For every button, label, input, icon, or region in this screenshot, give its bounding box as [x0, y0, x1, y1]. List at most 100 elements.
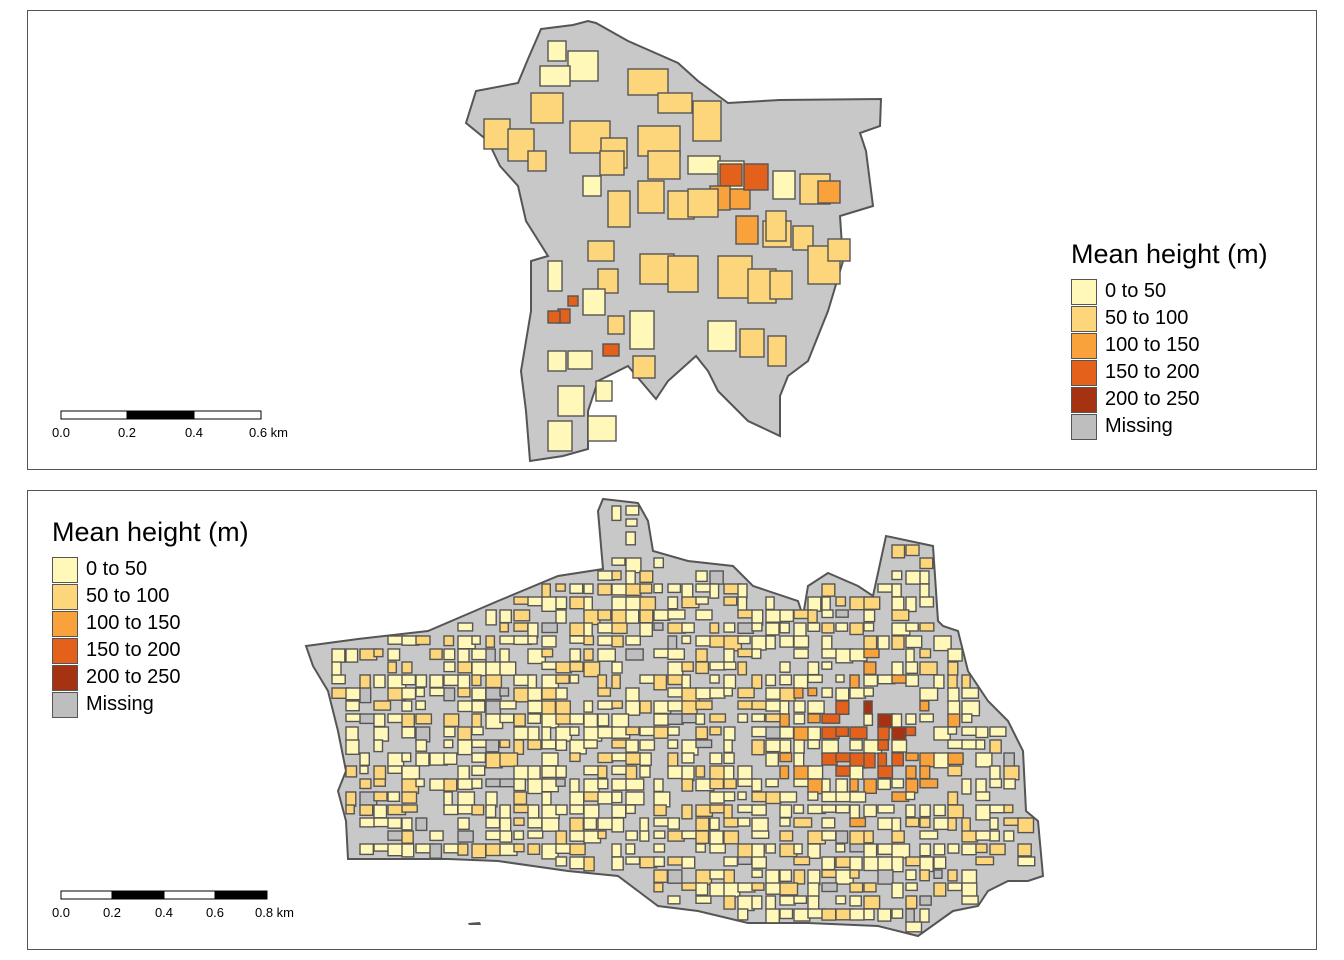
building-footprint — [401, 661, 413, 674]
building-footprint — [975, 804, 991, 821]
building-footprint — [597, 609, 612, 621]
building-footprint — [821, 622, 835, 634]
building-footprint — [457, 687, 471, 698]
scalebar-bottom: 0.0 0.2 0.4 0.6 0.8 km — [48, 887, 348, 932]
building-footprint — [835, 843, 846, 853]
building-footprint — [583, 635, 595, 646]
building-footprint — [667, 609, 686, 620]
building-footprint — [429, 830, 444, 842]
building-footprint — [513, 622, 529, 632]
building-footprint — [849, 804, 861, 820]
building-footprint — [611, 739, 627, 749]
building-footprint — [863, 622, 875, 632]
building-footprint — [569, 583, 584, 595]
building-footprint — [653, 778, 664, 793]
building-footprint — [569, 674, 580, 684]
building-footprint — [695, 765, 706, 778]
legend-swatch — [1071, 386, 1097, 413]
building-footprint — [611, 557, 626, 566]
building-footprint — [695, 817, 710, 832]
building-footprint — [345, 700, 360, 712]
scalebar-top: 0.0 0.2 0.4 0.6 km — [48, 407, 328, 452]
building-footprint — [905, 856, 922, 867]
building-footprint — [779, 609, 795, 623]
bottom-buildings — [331, 505, 1036, 933]
building-footprint — [891, 830, 905, 844]
building-footprint — [709, 843, 727, 854]
scalebar-tick: 0.4 — [185, 425, 203, 440]
building-footprint — [779, 908, 794, 920]
building-footprint — [485, 609, 497, 626]
top-district-outline — [464, 19, 883, 463]
building-footprint — [692, 100, 722, 142]
legend-swatch — [1071, 305, 1097, 332]
building-footprint — [555, 804, 568, 816]
building-footprint — [961, 882, 978, 898]
building-footprint — [975, 830, 992, 841]
building-footprint — [555, 830, 568, 846]
building-footprint — [485, 635, 496, 648]
building-footprint — [457, 778, 474, 791]
scalebar-tick: 0.6 km — [249, 425, 288, 440]
building-footprint — [961, 687, 980, 699]
building-footprint — [513, 609, 531, 622]
building-footprint — [877, 739, 890, 751]
building-footprint — [557, 385, 585, 417]
building-footprint — [821, 687, 833, 699]
building-footprint — [765, 843, 777, 854]
building-footprint — [569, 752, 581, 763]
building-footprint — [877, 726, 890, 741]
building-footprint — [639, 726, 657, 737]
building-footprint — [807, 661, 820, 676]
legend-item-50-100: 50 to 100 — [52, 583, 249, 610]
building-footprint — [849, 726, 868, 740]
building-footprint — [821, 908, 837, 921]
building-footprint — [961, 843, 977, 856]
building-footprint — [947, 752, 964, 766]
building-footprint — [919, 830, 939, 840]
building-footprint — [1003, 830, 1015, 842]
building-footprint — [485, 843, 501, 857]
building-footprint — [667, 635, 678, 650]
building-footprint — [919, 804, 931, 818]
building-footprint — [401, 674, 417, 686]
building-footprint — [821, 596, 831, 612]
building-footprint — [457, 700, 474, 713]
building-footprint — [821, 635, 833, 651]
building-footprint — [667, 739, 679, 750]
building-footprint — [891, 726, 907, 741]
building-footprint — [583, 648, 594, 661]
building-footprint — [709, 726, 722, 736]
building-footprint — [457, 843, 469, 856]
building-footprint — [807, 713, 821, 724]
building-footprint — [793, 726, 810, 741]
building-footprint — [877, 804, 895, 814]
building-footprint — [975, 739, 986, 750]
building-footprint — [611, 661, 623, 674]
building-footprint — [527, 817, 543, 829]
building-footprint — [667, 596, 679, 610]
building-footprint — [947, 869, 958, 882]
building-footprint — [569, 791, 585, 807]
building-footprint — [555, 609, 567, 624]
building-footprint — [443, 648, 456, 661]
building-footprint — [821, 583, 836, 597]
building-footprint — [457, 622, 474, 632]
building-footprint — [569, 648, 582, 662]
building-footprint — [807, 791, 819, 801]
building-footprint — [625, 843, 636, 855]
building-footprint — [373, 674, 386, 689]
building-footprint — [687, 188, 719, 218]
building-footprint — [961, 674, 971, 690]
building-footprint — [877, 752, 888, 768]
legend-label: 150 to 200 — [1105, 361, 1200, 383]
building-footprint — [793, 635, 810, 648]
building-footprint — [735, 215, 759, 245]
building-footprint — [667, 895, 681, 905]
building-footprint — [835, 895, 847, 905]
building-footprint — [345, 687, 361, 701]
legend-label: 50 to 100 — [86, 585, 170, 607]
building-footprint — [401, 726, 416, 739]
building-footprint — [807, 739, 821, 750]
building-footprint — [513, 791, 528, 806]
